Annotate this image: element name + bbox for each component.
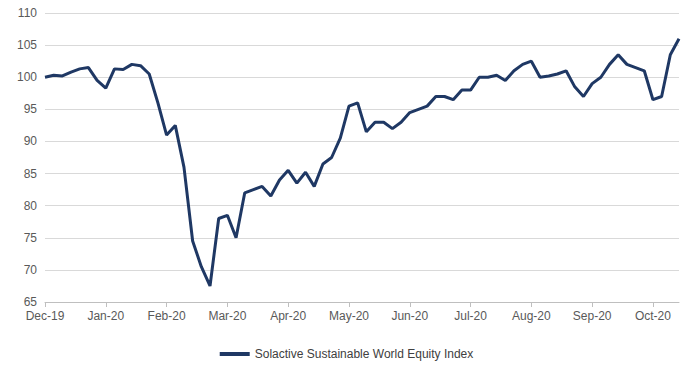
svg-text:110: 110 <box>18 6 37 20</box>
svg-text:Dec-19: Dec-19 <box>26 309 65 323</box>
svg-text:Jun-20: Jun-20 <box>391 309 428 323</box>
svg-text:80: 80 <box>24 199 38 213</box>
svg-text:70: 70 <box>24 263 38 277</box>
svg-text:85: 85 <box>24 167 38 181</box>
svg-text:Jul-20: Jul-20 <box>454 309 487 323</box>
svg-text:May-20: May-20 <box>329 309 369 323</box>
svg-text:Oct-20: Oct-20 <box>635 309 671 323</box>
svg-text:100: 100 <box>17 70 37 84</box>
svg-text:Jan-20: Jan-20 <box>87 309 124 323</box>
svg-text:105: 105 <box>17 38 37 52</box>
svg-text:75: 75 <box>24 231 38 245</box>
svg-text:65: 65 <box>24 295 38 309</box>
svg-text:Aug-20: Aug-20 <box>512 309 551 323</box>
svg-text:Feb-20: Feb-20 <box>148 309 186 323</box>
svg-text:95: 95 <box>24 102 38 116</box>
svg-text:Mar-20: Mar-20 <box>208 309 246 323</box>
svg-text:90: 90 <box>24 134 38 148</box>
svg-text:Apr-20: Apr-20 <box>270 309 306 323</box>
svg-text:Sep-20: Sep-20 <box>573 309 612 323</box>
svg-text:Solactive Sustainable World Eq: Solactive Sustainable World Equity Index <box>255 347 474 361</box>
